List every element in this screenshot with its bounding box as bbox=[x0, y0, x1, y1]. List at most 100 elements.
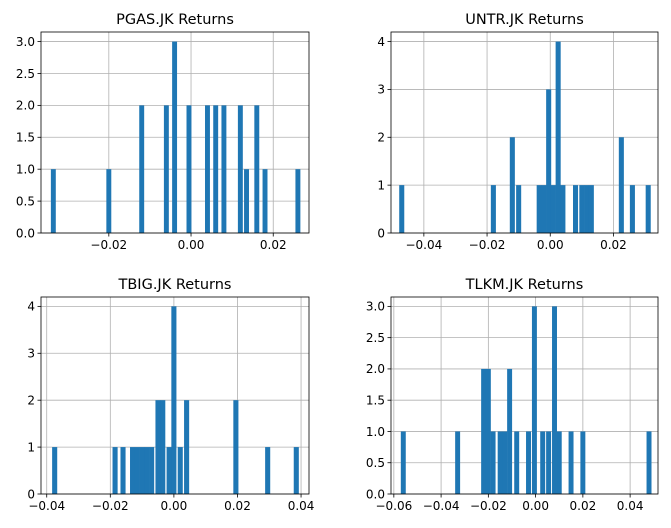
histogram-bar bbox=[120, 447, 126, 494]
axes-frame bbox=[390, 31, 659, 234]
x-tick-label: 0.00 bbox=[178, 238, 205, 252]
x-tick-label: 0.04 bbox=[288, 499, 315, 513]
histogram-bar bbox=[514, 431, 520, 494]
histogram-bar bbox=[531, 306, 537, 494]
x-tick-label: −0.02 bbox=[90, 238, 127, 252]
chart-title: UNTR.JK Returns bbox=[465, 12, 584, 28]
y-tick-label: 2 bbox=[377, 131, 385, 145]
histogram-bar bbox=[481, 368, 487, 494]
histogram-bar bbox=[244, 169, 249, 233]
x-tick-label: −0.04 bbox=[28, 499, 65, 513]
histogram-bar bbox=[254, 105, 260, 233]
histogram-bar bbox=[221, 105, 227, 233]
histogram-bar bbox=[139, 105, 145, 233]
axes-frame bbox=[390, 296, 659, 495]
histogram-bar bbox=[144, 447, 150, 494]
histogram-bar bbox=[550, 185, 556, 233]
chart-title: TLKM.JK Returns bbox=[465, 277, 584, 293]
histogram-bar bbox=[618, 137, 624, 233]
histogram-bar bbox=[172, 41, 178, 234]
histogram-bar bbox=[184, 400, 190, 494]
y-tick-label: 4 bbox=[27, 300, 35, 314]
histogram-bar bbox=[166, 447, 172, 494]
histogram-bar bbox=[490, 185, 496, 233]
histogram-bar bbox=[485, 368, 491, 494]
y-tick-label: 3.0 bbox=[16, 35, 35, 49]
histogram-bar bbox=[502, 431, 508, 494]
y-tick-label: 2.0 bbox=[16, 99, 35, 113]
histogram-bar bbox=[163, 105, 169, 233]
y-tick-label: 0 bbox=[27, 487, 35, 501]
y-tick-label: 1.0 bbox=[16, 162, 35, 176]
histogram-bar bbox=[400, 431, 406, 494]
x-tick-label: 0.02 bbox=[224, 499, 251, 513]
histogram-bar bbox=[455, 431, 461, 494]
histogram-bar bbox=[541, 185, 547, 233]
histogram-bar bbox=[262, 169, 268, 233]
histogram-bar bbox=[265, 447, 271, 494]
x-tick-label: −0.04 bbox=[423, 499, 460, 513]
histogram-bar bbox=[556, 431, 562, 494]
y-tick-label: 0.5 bbox=[366, 456, 385, 470]
y-tick-label: 3 bbox=[377, 83, 385, 97]
x-tick-label: 0.04 bbox=[617, 499, 644, 513]
histogram-bar bbox=[295, 169, 301, 233]
histogram-bar bbox=[205, 105, 210, 233]
y-tick-label: 0.0 bbox=[16, 226, 35, 240]
y-tick-label: 4 bbox=[377, 35, 385, 49]
histogram-bar bbox=[579, 185, 585, 233]
x-tick-label: 0.00 bbox=[522, 499, 549, 513]
y-tick-label: 2.0 bbox=[366, 362, 385, 376]
histogram-bar bbox=[645, 185, 651, 233]
histogram-bar bbox=[546, 89, 552, 233]
x-tick-label: 0.02 bbox=[570, 499, 597, 513]
histogram-bar bbox=[588, 185, 594, 233]
y-tick-label: 2.5 bbox=[366, 331, 385, 345]
histogram-bar bbox=[526, 431, 531, 494]
histogram-panel-4: −0.06 −0.04 −0.02 0.00 0.02 0.04 0.0 0.5 1.0 1.5 2… bbox=[366, 277, 659, 513]
histogram-bar bbox=[540, 431, 546, 494]
x-tick-label: −0.02 bbox=[469, 238, 506, 252]
histogram-bar bbox=[177, 447, 183, 494]
histogram-panel-2: −0.04 −0.02 0.00 0.02 0 1 2 3 4 UNTR.JK Returns bbox=[377, 12, 659, 252]
histogram-bar bbox=[237, 105, 243, 233]
histogram-bar bbox=[555, 41, 561, 234]
histogram-bar bbox=[568, 431, 574, 494]
x-tick-label: −0.02 bbox=[92, 499, 129, 513]
y-tick-label: 0 bbox=[377, 226, 385, 240]
histogram-bar bbox=[171, 306, 177, 494]
histogram-bar bbox=[516, 185, 522, 233]
histogram-bar bbox=[399, 185, 405, 233]
histogram-bar bbox=[573, 185, 579, 233]
y-tick-label: 0.0 bbox=[366, 487, 385, 501]
histogram-bar bbox=[130, 447, 136, 494]
y-tick-label: 1 bbox=[27, 440, 35, 454]
histogram-bar bbox=[233, 400, 239, 494]
histogram-bar bbox=[160, 400, 166, 494]
histogram-bar bbox=[213, 105, 219, 233]
histogram-bar bbox=[112, 447, 118, 494]
histogram-panel-1: −0.02 0.00 0.02 0.0 0.5 1.0 1.5 2.0 2.5 3.0 PGAS.J… bbox=[16, 12, 310, 252]
histogram-bar bbox=[50, 169, 56, 233]
histogram-bar bbox=[552, 306, 557, 494]
histogram-bar bbox=[293, 447, 299, 494]
histogram-bar bbox=[52, 447, 58, 494]
y-tick-label: 0.5 bbox=[16, 194, 35, 208]
histogram-bar bbox=[186, 105, 192, 233]
histogram-bar bbox=[629, 185, 635, 233]
x-tick-label: −0.06 bbox=[375, 499, 412, 513]
histogram-bar bbox=[134, 447, 140, 494]
y-tick-label: 2 bbox=[27, 393, 35, 407]
histogram-bar bbox=[497, 431, 503, 494]
histogram-bar bbox=[139, 447, 145, 494]
x-tick-label: −0.04 bbox=[405, 238, 442, 252]
histogram-bar bbox=[560, 185, 566, 233]
axes-frame bbox=[40, 31, 310, 234]
histogram-bar bbox=[507, 368, 513, 494]
histogram-bar bbox=[490, 431, 496, 494]
y-tick-label: 3.0 bbox=[366, 300, 385, 314]
histogram-panel-3: −0.04 −0.02 0.00 0.02 0.04 0 1 2 3 4 TBIG.JK Retur… bbox=[27, 277, 314, 513]
histogram-bar bbox=[546, 431, 552, 494]
y-tick-label: 1 bbox=[377, 178, 385, 192]
